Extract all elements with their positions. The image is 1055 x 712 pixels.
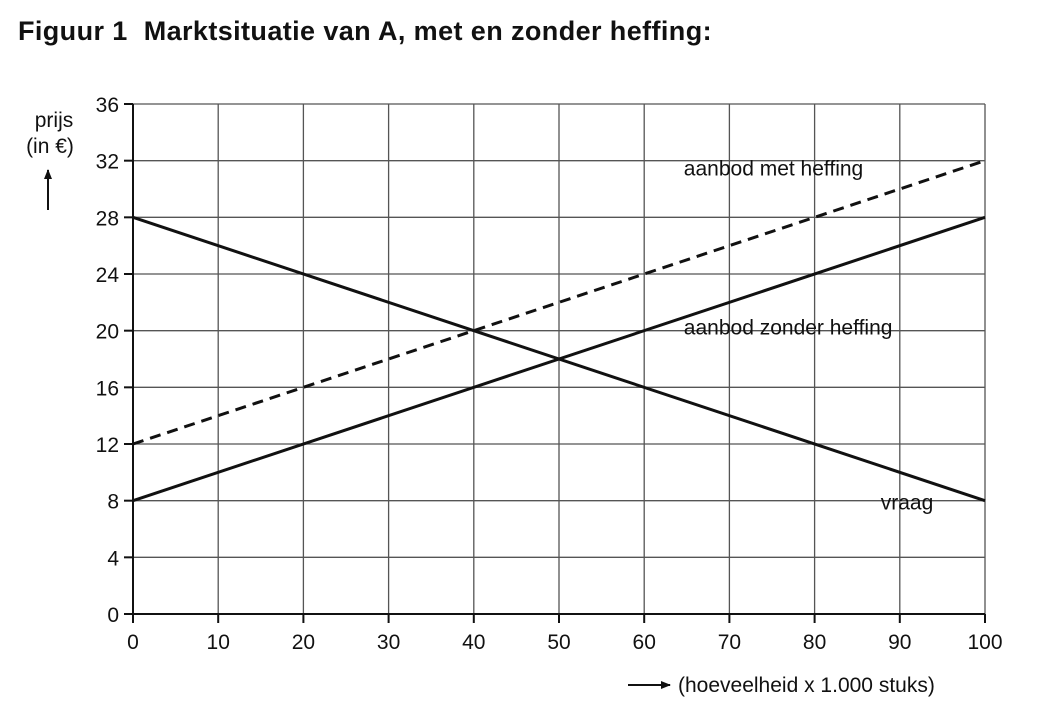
- y-tick-label-28: 28: [96, 207, 119, 230]
- x-tick-label-60: 60: [633, 631, 656, 654]
- y-tick-label-16: 16: [96, 377, 119, 400]
- series-label-aanbod-zonder-heffing: aanbod zonder heffing: [684, 317, 893, 340]
- x-tick-label-10: 10: [207, 631, 230, 654]
- x-tick-label-30: 30: [377, 631, 400, 654]
- y-axis-label-line1: prijs: [35, 109, 74, 132]
- x-tick-label-70: 70: [718, 631, 741, 654]
- series-line-vraag: [132, 215, 986, 503]
- x-axis-label: (hoeveelheid x 1.000 stuks): [678, 674, 935, 697]
- chart-series: aanbod met heffing aanbod zonder heffing v…: [132, 158, 986, 515]
- series-label-vraag: vraag: [881, 492, 934, 515]
- y-tick-label-8: 8: [107, 491, 119, 514]
- x-tick-label-40: 40: [462, 631, 485, 654]
- chart-ticks: 0 4 8 12 16 20 24 28 32 36 0 10 20 30 40 50 60 70 80 90 100: [96, 94, 1003, 654]
- series-label-aanbod-met-heffing: aanbod met heffing: [684, 158, 863, 181]
- x-tick-label-80: 80: [803, 631, 826, 654]
- series-line-aanbod-met-heffing: [132, 159, 986, 446]
- y-tick-label-20: 20: [96, 321, 119, 344]
- y-tick-label-24: 24: [96, 264, 120, 287]
- x-tick-label-50: 50: [547, 631, 570, 654]
- y-axis-label-line2: (in €): [26, 135, 74, 158]
- figure-number: Figuur 1: [18, 16, 128, 46]
- x-tick-label-0: 0: [127, 631, 139, 654]
- x-tick-label-100: 100: [967, 631, 1002, 654]
- figure-title: Figuur 1 Marktsituatie van A, met en zond…: [18, 16, 712, 47]
- chart-labels: prijs (in €) (hoeveelheid x 1.000 stuks): [26, 109, 935, 697]
- y-tick-label-32: 32: [96, 151, 119, 174]
- y-tick-label-12: 12: [96, 434, 119, 457]
- figure-title-text: Marktsituatie van A, met en zonder heffi…: [143, 16, 712, 46]
- y-tick-label-4: 4: [107, 547, 119, 570]
- y-tick-label-36: 36: [96, 94, 119, 117]
- y-tick-label-0: 0: [107, 604, 119, 627]
- x-tick-label-20: 20: [292, 631, 315, 654]
- x-tick-label-90: 90: [888, 631, 911, 654]
